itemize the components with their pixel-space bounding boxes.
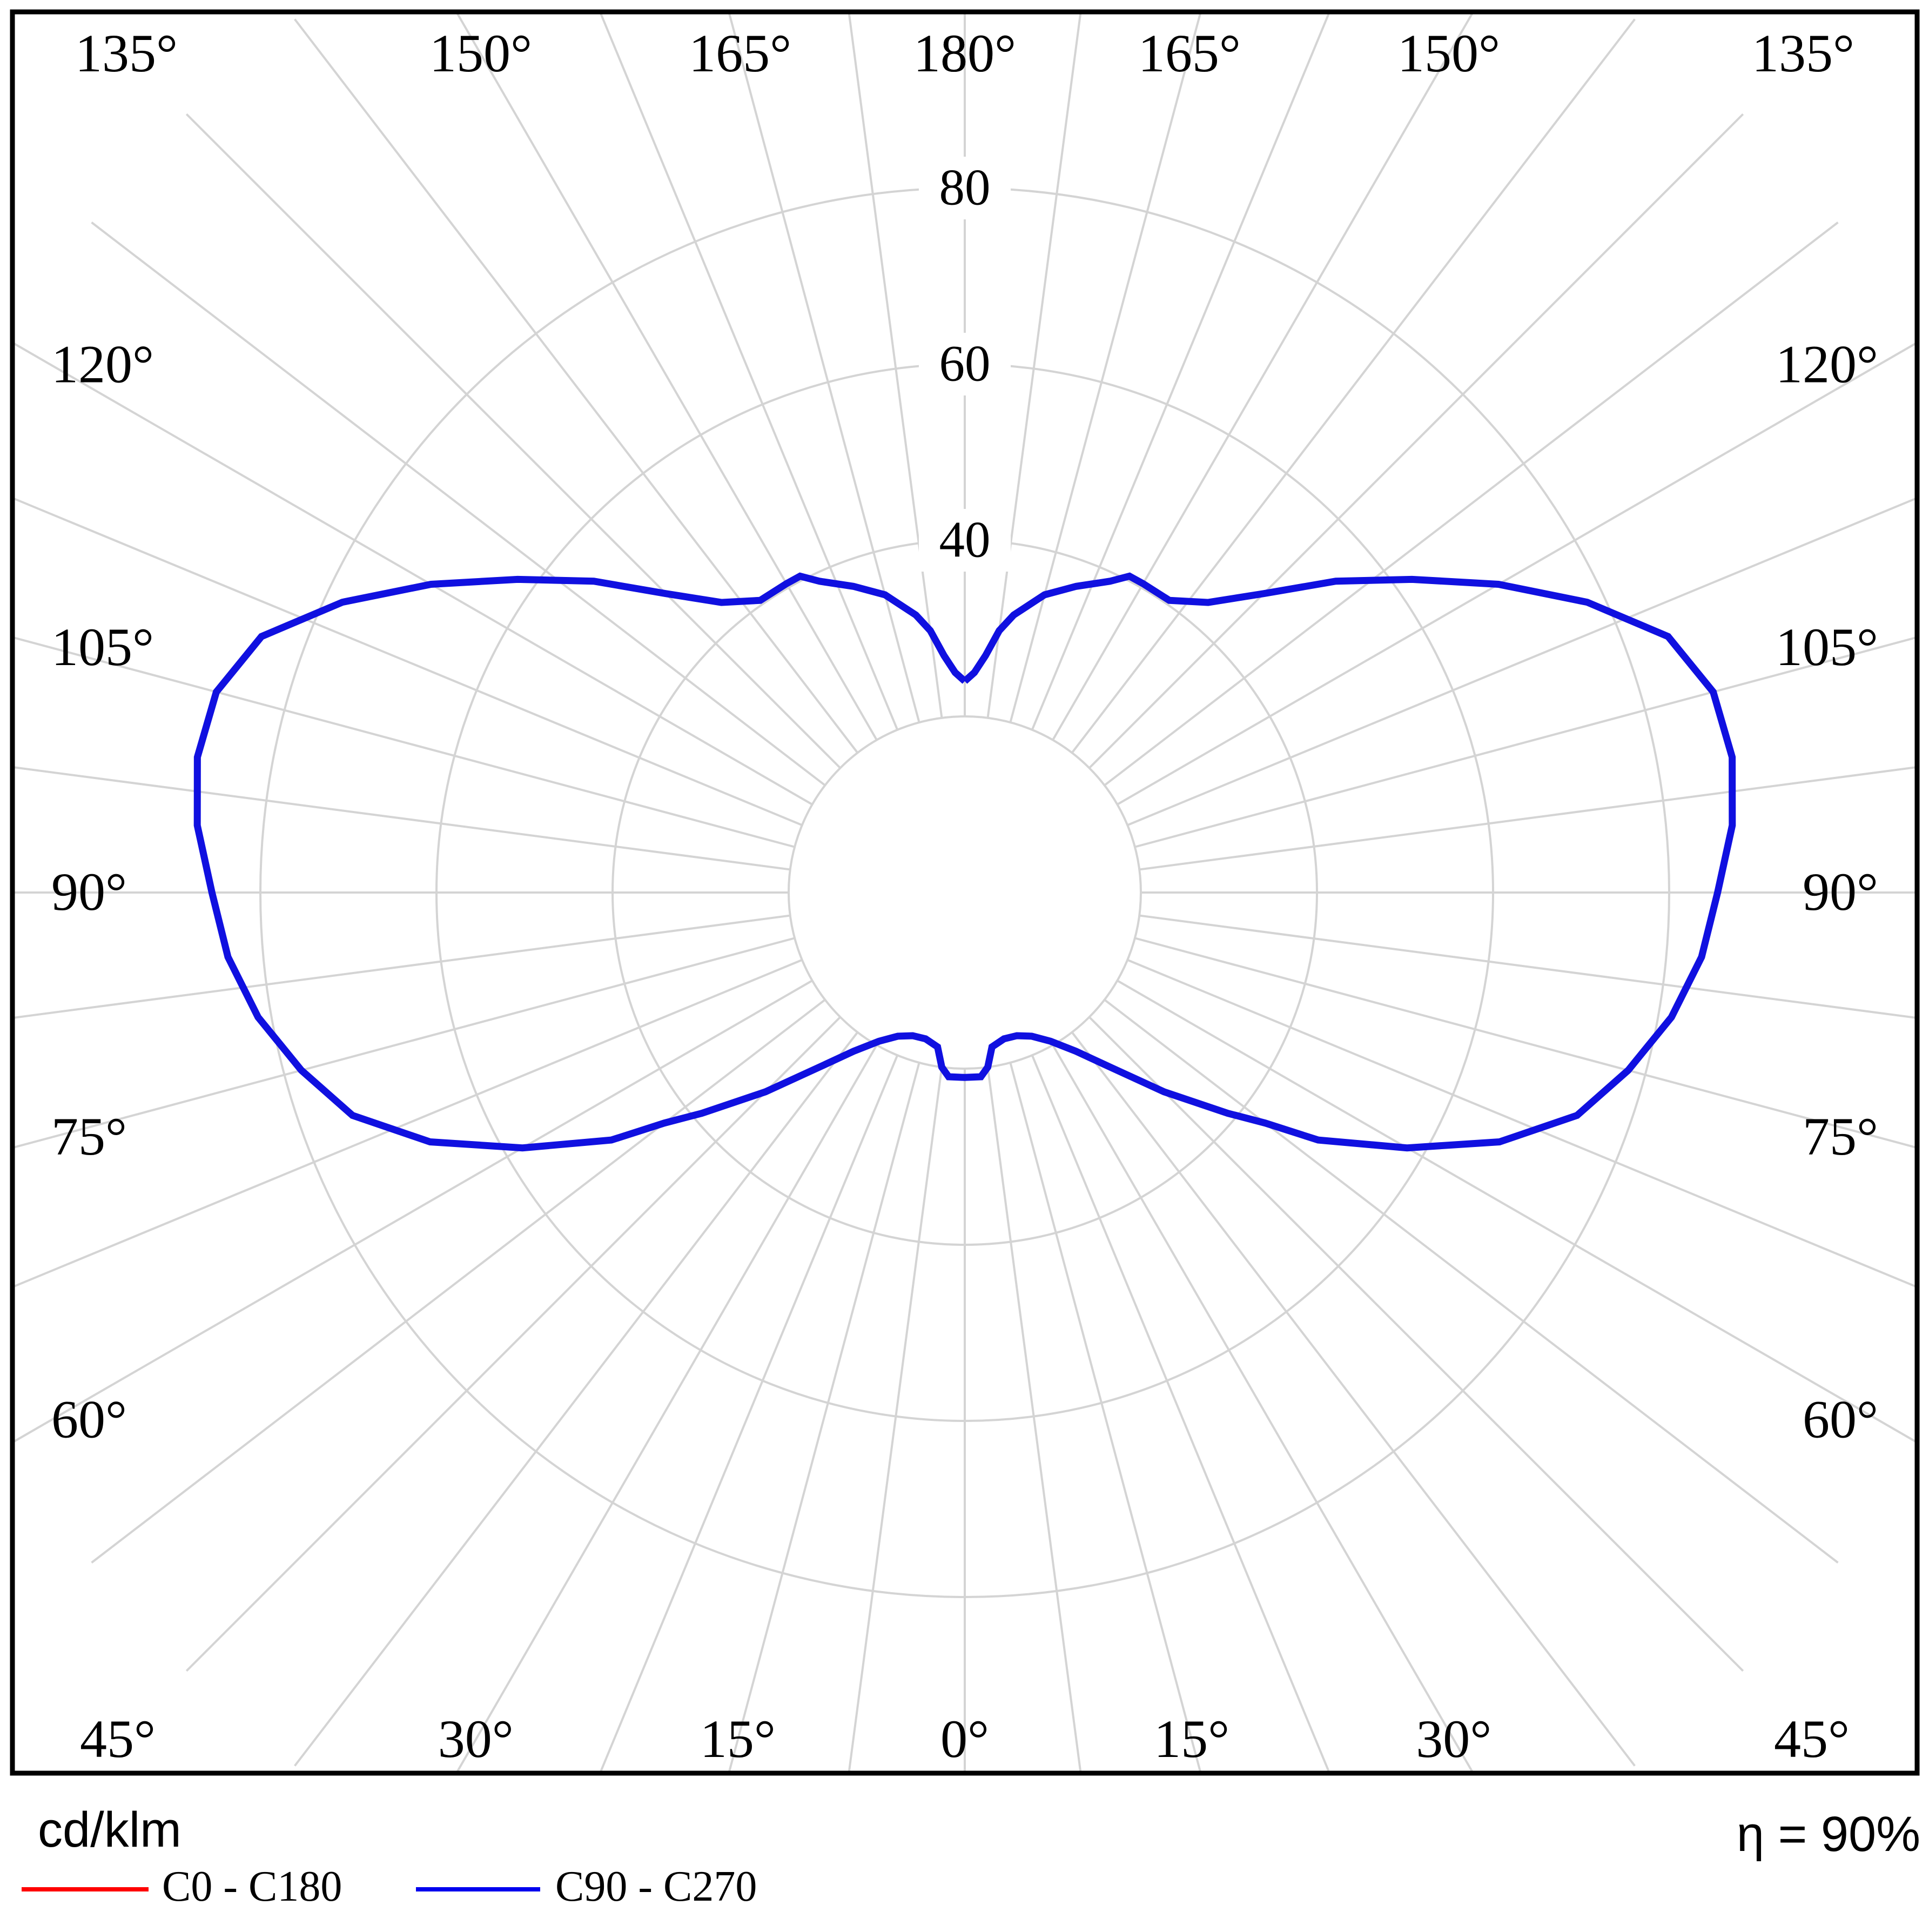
svg-text:C0 - C180: C0 - C180 bbox=[162, 1863, 342, 1910]
svg-text:180°: 180° bbox=[913, 23, 1016, 83]
svg-text:η = 90%: η = 90% bbox=[1737, 1807, 1920, 1862]
svg-text:80: 80 bbox=[939, 158, 991, 216]
svg-text:135°: 135° bbox=[1752, 23, 1854, 83]
svg-text:90°: 90° bbox=[1803, 862, 1878, 922]
svg-text:15°: 15° bbox=[1154, 1709, 1229, 1769]
svg-text:105°: 105° bbox=[51, 617, 154, 677]
svg-text:60: 60 bbox=[939, 334, 991, 392]
svg-text:75°: 75° bbox=[51, 1106, 127, 1166]
svg-text:30°: 30° bbox=[1416, 1709, 1491, 1769]
svg-text:120°: 120° bbox=[51, 334, 154, 394]
svg-text:15°: 15° bbox=[700, 1709, 776, 1769]
svg-text:75°: 75° bbox=[1803, 1106, 1878, 1166]
svg-text:60°: 60° bbox=[51, 1389, 127, 1449]
svg-text:C90 - C270: C90 - C270 bbox=[555, 1863, 757, 1910]
svg-text:60°: 60° bbox=[1803, 1389, 1878, 1449]
svg-text:150°: 150° bbox=[429, 23, 532, 83]
svg-text:30°: 30° bbox=[438, 1709, 514, 1769]
svg-text:45°: 45° bbox=[1774, 1709, 1850, 1769]
svg-text:90°: 90° bbox=[51, 862, 127, 922]
svg-text:150°: 150° bbox=[1397, 23, 1500, 83]
svg-text:0°: 0° bbox=[940, 1709, 989, 1769]
svg-text:165°: 165° bbox=[689, 23, 791, 83]
svg-text:105°: 105° bbox=[1776, 617, 1878, 677]
svg-text:120°: 120° bbox=[1776, 334, 1878, 394]
svg-text:165°: 165° bbox=[1138, 23, 1241, 83]
svg-text:40: 40 bbox=[939, 511, 991, 568]
svg-text:cd/klm: cd/klm bbox=[38, 1802, 182, 1857]
svg-text:45°: 45° bbox=[80, 1709, 156, 1769]
svg-text:135°: 135° bbox=[75, 23, 178, 83]
